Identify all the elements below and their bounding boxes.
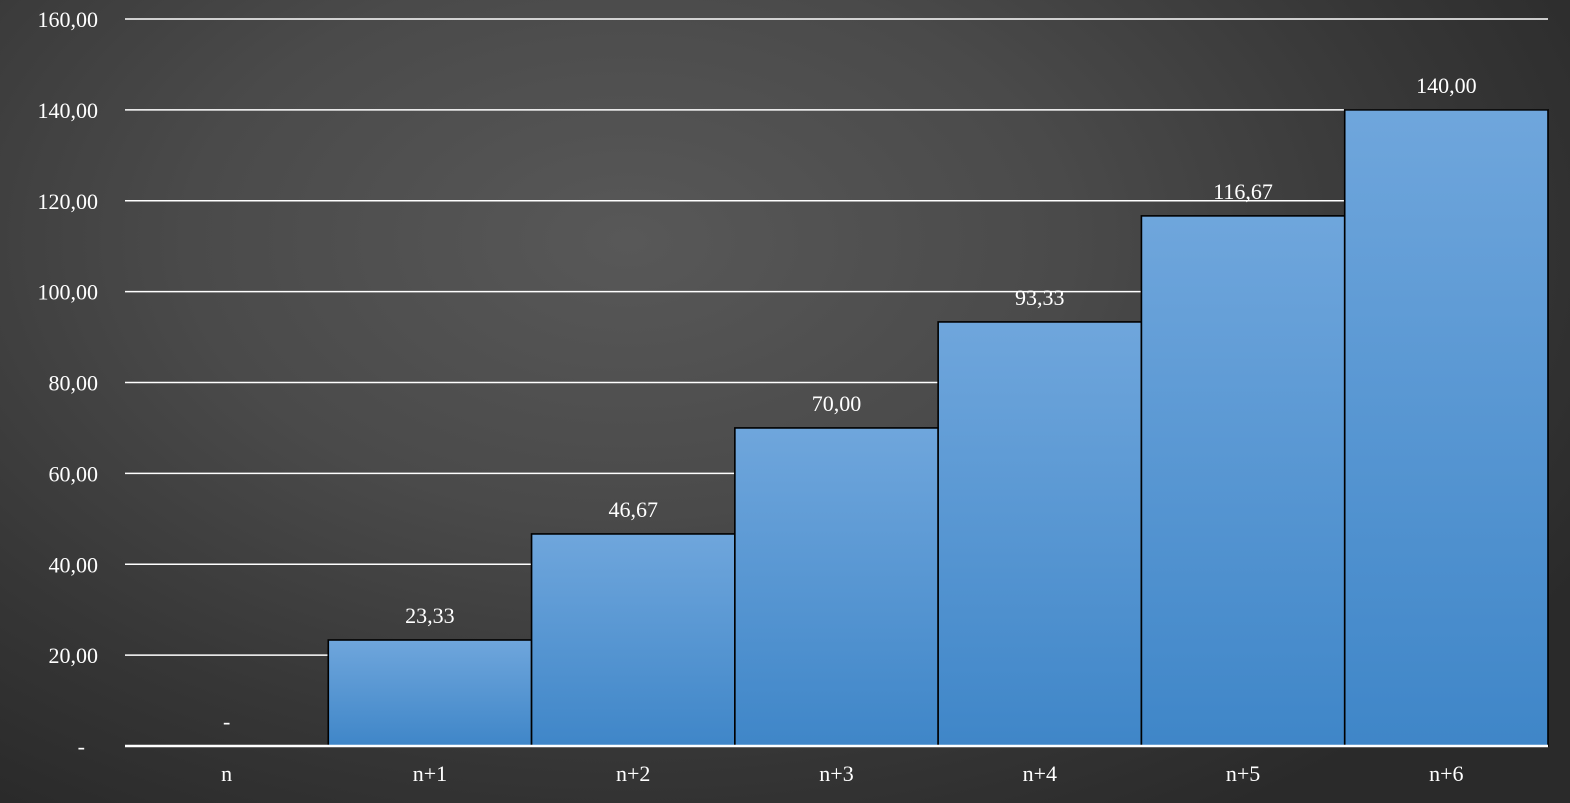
x-tick-label: n+6 (1429, 761, 1463, 786)
y-tick-label: 20,00 (49, 643, 99, 668)
data-label: - (223, 709, 230, 734)
x-tick-label: n+4 (1023, 761, 1057, 786)
data-label: 23,33 (405, 603, 455, 628)
bar-nplus1 (328, 640, 531, 746)
y-tick-label: 100,00 (38, 280, 99, 305)
x-tick-label: n+2 (616, 761, 650, 786)
data-label: 116,67 (1213, 179, 1273, 204)
x-tick-label: n+1 (413, 761, 447, 786)
data-label: 70,00 (812, 391, 862, 416)
x-axis-tick-labels: n n+1 n+2 n+3 n+4 n+5 n+6 (221, 761, 1463, 786)
data-label: 140,00 (1416, 73, 1477, 98)
data-label: 46,67 (608, 497, 658, 522)
y-axis-tick-labels: - 20,00 40,00 60,00 80,00 100,00 120,00 140,00 1… (38, 7, 99, 759)
x-tick-label: n+5 (1226, 761, 1260, 786)
x-tick-label: n (221, 761, 232, 786)
bar-nplus3 (735, 428, 938, 746)
y-tick-label: 60,00 (49, 461, 99, 486)
y-tick-label: 140,00 (38, 98, 99, 123)
data-label: 93,33 (1015, 285, 1065, 310)
y-tick-label: 80,00 (49, 371, 99, 396)
y-tick-label: 40,00 (49, 552, 99, 577)
bar-nplus2 (532, 534, 735, 746)
bar-nplus4 (938, 322, 1141, 746)
bar-nplus6 (1345, 110, 1548, 746)
y-tick-label: - (78, 734, 85, 759)
x-tick-label: n+3 (819, 761, 853, 786)
bars (328, 110, 1548, 746)
bar-nplus5 (1141, 216, 1344, 746)
y-tick-label: 160,00 (38, 7, 99, 32)
y-tick-label: 120,00 (38, 189, 99, 214)
